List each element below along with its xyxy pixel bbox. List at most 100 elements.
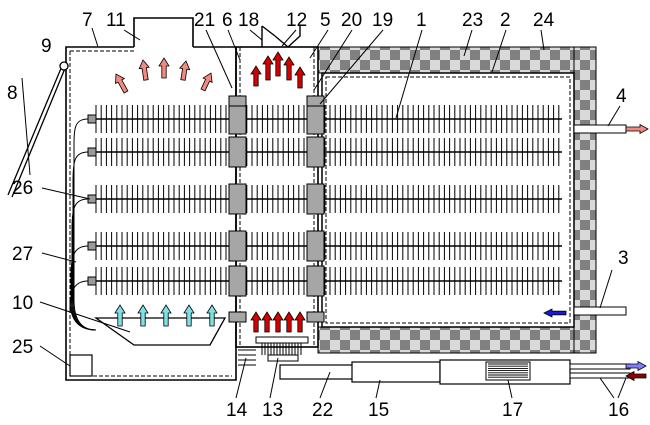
leader-line — [91, 27, 99, 48]
leader-line — [395, 29, 423, 119]
leader-line — [599, 377, 615, 399]
tube-flange-19 — [306, 265, 325, 297]
left-housing — [65, 17, 237, 381]
label-13: 13 — [262, 400, 283, 421]
leader-line — [599, 269, 613, 309]
burner-pan — [93, 317, 227, 346]
arrow — [179, 60, 191, 81]
arrow — [625, 360, 647, 372]
tube-row — [87, 183, 562, 215]
tube-end-cap — [87, 147, 97, 157]
tube-end-cap — [87, 241, 97, 251]
arrow — [250, 65, 262, 87]
wire — [71, 198, 97, 331]
label-27: 27 — [12, 244, 33, 265]
outlet-pipe-4 — [573, 124, 627, 134]
tube-row — [87, 103, 562, 135]
tube-end-cap — [87, 276, 97, 286]
arrow — [262, 55, 274, 81]
label-17: 17 — [502, 400, 523, 421]
finned-tubes — [87, 95, 562, 323]
tube-row — [87, 230, 562, 262]
label-6: 6 — [222, 10, 233, 31]
label-15: 15 — [368, 400, 389, 421]
tube-flange-21 — [228, 230, 247, 262]
leader-line — [41, 252, 77, 263]
label-3: 3 — [618, 248, 629, 269]
insulation-jacket — [317, 46, 597, 354]
label-4: 4 — [616, 86, 627, 107]
wire — [69, 280, 97, 331]
arrow — [625, 123, 649, 135]
arrow — [283, 56, 295, 81]
flow-arrows — [114, 51, 649, 382]
arrow — [206, 304, 218, 327]
arrow — [272, 51, 284, 77]
leader-line — [463, 29, 473, 57]
label-22: 22 — [312, 400, 333, 421]
leader-line — [235, 357, 247, 399]
radiator-17 — [488, 363, 528, 378]
arrow — [261, 311, 273, 333]
arrow — [543, 308, 567, 318]
label-9: 9 — [41, 36, 52, 57]
arrow — [625, 370, 647, 382]
arrow — [160, 304, 172, 327]
label-24: 24 — [533, 10, 555, 31]
arrow — [115, 73, 129, 94]
label-2: 2 — [500, 10, 511, 31]
rod-8 — [7, 65, 63, 196]
outlet-pipe-3 — [573, 306, 627, 316]
arrow — [138, 59, 150, 81]
arrow — [294, 66, 306, 89]
arrow — [250, 311, 262, 333]
right-chamber-liner — [325, 76, 571, 324]
tube-flange-19 — [306, 183, 325, 215]
label-12: 12 — [286, 10, 307, 31]
leader-line — [507, 379, 513, 399]
leader-line — [281, 29, 297, 47]
leader-line — [319, 371, 331, 399]
partition-flange — [228, 95, 247, 107]
leader-line — [491, 29, 507, 73]
wire — [72, 151, 97, 331]
right-chamber — [321, 72, 575, 328]
label-10: 10 — [12, 293, 33, 314]
leader-line — [617, 377, 627, 399]
leader-line — [39, 345, 71, 367]
partition-flange — [228, 311, 247, 323]
leader-line — [123, 29, 141, 41]
burner-grid — [261, 343, 302, 355]
labels: 7 11 21 6 18 12 5 20 19 1 23 2 24 9 8 4 … — [7, 10, 629, 421]
fuel-lines — [238, 349, 256, 366]
arrow — [200, 72, 213, 92]
label-26: 26 — [12, 178, 33, 199]
label-1: 1 — [416, 10, 427, 31]
arrow — [137, 304, 149, 327]
partition-flange — [306, 95, 325, 107]
arrow — [283, 311, 295, 333]
label-23: 23 — [462, 10, 483, 31]
leader-line — [540, 29, 545, 51]
label-5: 5 — [320, 10, 331, 31]
pivot-9 — [59, 61, 69, 71]
leader-line — [375, 379, 381, 399]
arrow — [272, 311, 284, 333]
label-8: 8 — [7, 83, 18, 104]
leader-line — [309, 29, 329, 59]
label-16: 16 — [608, 400, 629, 421]
leader-line — [205, 29, 233, 89]
tube-flange-19 — [306, 103, 325, 135]
tube-flange-19 — [306, 230, 325, 262]
partition-flange — [306, 311, 325, 323]
leader-line — [41, 187, 91, 200]
tube-flange-19 — [306, 136, 325, 168]
leader-line — [607, 105, 621, 127]
label-14: 14 — [226, 400, 248, 421]
label-18: 18 — [238, 10, 259, 31]
label-25: 25 — [12, 337, 33, 358]
leader-line — [21, 77, 31, 176]
leader-line — [39, 301, 131, 333]
